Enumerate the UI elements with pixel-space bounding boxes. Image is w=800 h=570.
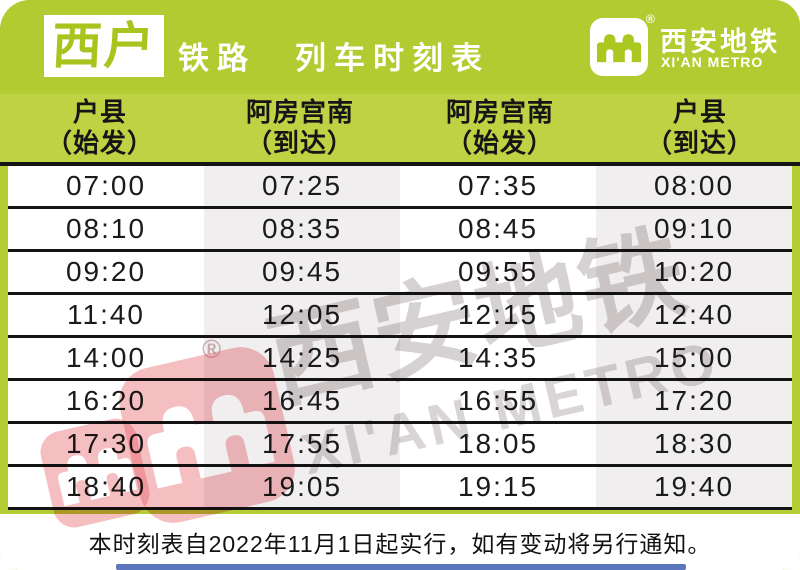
time-cell: 19:40 bbox=[596, 467, 792, 507]
station-type: （始发） bbox=[45, 128, 154, 158]
time-cell: 09:55 bbox=[400, 252, 596, 292]
footer: 本时刻表自2022年11月1日起实行，如有变动将另行通知。 bbox=[0, 514, 800, 570]
timetable-body: 07:00 07:25 07:35 08:00 08:10 08:35 08:4… bbox=[8, 166, 792, 510]
column-header: 阿房宫南 （始发） bbox=[400, 94, 600, 162]
footer-note: 本时刻表自2022年11月1日起实行，如有变动将另行通知。 bbox=[88, 531, 712, 557]
time-cell: 16:55 bbox=[400, 381, 596, 421]
bottom-blue-strip bbox=[116, 564, 686, 570]
column-header: 户县 （始发） bbox=[0, 94, 200, 162]
time-cell: 19:05 bbox=[204, 467, 400, 507]
time-cell: 09:10 bbox=[596, 209, 792, 249]
table-row: 17:30 17:55 18:05 18:30 bbox=[8, 424, 792, 467]
station-name: 阿房宫南 bbox=[245, 97, 354, 127]
line-badge: 西户 bbox=[44, 15, 164, 77]
time-cell: 07:25 bbox=[204, 166, 400, 206]
table-row: 11:40 12:05 12:15 12:40 bbox=[8, 295, 792, 338]
station-name: 户县 bbox=[72, 97, 127, 127]
brand-name-cn: 西安地铁 bbox=[660, 27, 780, 57]
brand-logo: ® 西安地铁 XI'AN METRO bbox=[590, 12, 790, 80]
station-name: 阿房宫南 bbox=[445, 97, 554, 127]
page-title: 铁路 列车时刻表 bbox=[178, 41, 490, 76]
line-badge-label: 西户 bbox=[50, 18, 158, 74]
time-cell: 18:40 bbox=[8, 467, 204, 507]
time-cell: 12:40 bbox=[596, 295, 792, 335]
time-cell: 08:35 bbox=[204, 209, 400, 249]
table-row: 08:10 08:35 08:45 09:10 bbox=[8, 209, 792, 252]
time-cell: 07:00 bbox=[8, 166, 204, 206]
brand-name-en: XI'AN METRO bbox=[661, 54, 764, 70]
column-header: 户县 （到达） bbox=[600, 94, 800, 162]
table-row: 09:20 09:45 09:55 10:20 bbox=[8, 252, 792, 295]
time-cell: 12:05 bbox=[204, 295, 400, 335]
column-header-row: 户县 （始发） 阿房宫南 （到达） 阿房宫南 （始发） 户县 （到达） bbox=[0, 94, 800, 166]
time-cell: 09:45 bbox=[204, 252, 400, 292]
time-cell: 08:45 bbox=[400, 209, 596, 249]
time-cell: 11:40 bbox=[8, 295, 204, 335]
table-row: 16:20 16:45 16:55 17:20 bbox=[8, 381, 792, 424]
time-cell: 14:35 bbox=[400, 338, 596, 378]
time-cell: 16:20 bbox=[8, 381, 204, 421]
station-type: （到达） bbox=[645, 128, 754, 158]
column-header: 阿房宫南 （到达） bbox=[200, 94, 400, 162]
table-row: 07:00 07:25 07:35 08:00 bbox=[8, 166, 792, 209]
station-type: （始发） bbox=[445, 128, 554, 158]
time-cell: 08:00 bbox=[596, 166, 792, 206]
time-cell: 14:25 bbox=[204, 338, 400, 378]
time-cell: 19:15 bbox=[400, 467, 596, 507]
station-name: 户县 bbox=[672, 97, 727, 127]
time-cell: 17:20 bbox=[596, 381, 792, 421]
time-cell: 08:10 bbox=[8, 209, 204, 249]
table-row: 18:40 19:05 19:15 19:40 bbox=[8, 467, 792, 510]
time-cell: 10:20 bbox=[596, 252, 792, 292]
time-cell: 14:00 bbox=[8, 338, 204, 378]
time-cell: 18:05 bbox=[400, 424, 596, 464]
metro-logo-icon bbox=[590, 18, 648, 76]
time-cell: 17:30 bbox=[8, 424, 204, 464]
station-type: （到达） bbox=[245, 128, 354, 158]
time-cell: 18:30 bbox=[596, 424, 792, 464]
time-cell: 07:35 bbox=[400, 166, 596, 206]
time-cell: 09:20 bbox=[8, 252, 204, 292]
time-cell: 17:55 bbox=[204, 424, 400, 464]
time-cell: 16:45 bbox=[204, 381, 400, 421]
registered-mark: ® bbox=[646, 12, 655, 26]
time-cell: 15:00 bbox=[596, 338, 792, 378]
table-row: 14:00 14:25 14:35 15:00 bbox=[8, 338, 792, 381]
header: 西户 铁路 列车时刻表 ® 西安地铁 XI'AN METRO bbox=[0, 0, 800, 90]
time-cell: 12:15 bbox=[400, 295, 596, 335]
